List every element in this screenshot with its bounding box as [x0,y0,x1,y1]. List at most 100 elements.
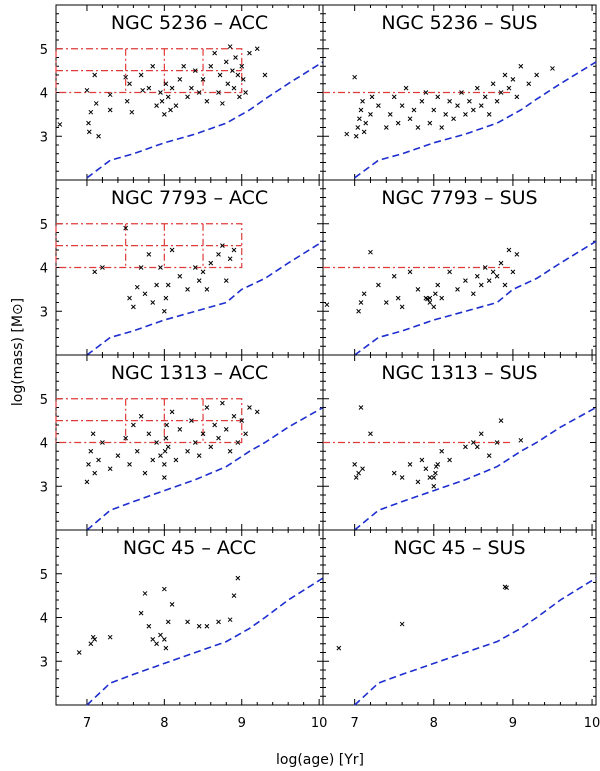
data-point [233,55,238,60]
x-tick-label: 10 [311,716,328,731]
data-point [189,418,194,423]
data-point [138,610,144,616]
data-point [368,112,373,117]
y-tick-label: 4 [40,262,48,277]
data-point [510,77,516,82]
data-point [204,287,210,292]
data-point [352,74,358,80]
data-point [494,440,500,445]
data-point [161,308,167,314]
data-point [200,269,206,275]
data-point [161,586,167,592]
data-point [216,90,221,95]
data-point [165,444,171,450]
data-point [235,440,241,445]
data-point [169,247,175,253]
data-point [433,464,439,469]
data-point [510,269,516,275]
data-point [86,462,91,467]
data-point [353,133,359,139]
data-point [478,103,484,108]
detection-limit-line [86,240,324,356]
data-point [498,260,504,266]
data-point [127,295,132,301]
data-point [158,265,163,270]
data-point [158,90,163,95]
data-point [131,422,136,428]
data-point [165,94,171,100]
data-point [502,282,508,288]
data-point [150,63,156,69]
data-point [360,466,365,472]
panel-0: 3 4 5 NGC 5236 – ACC [40,4,324,181]
panel-title: NGC 45 – ACC [123,537,256,559]
data-point [146,85,152,91]
data-point [154,641,159,647]
data-point [134,284,140,290]
data-point [169,85,175,91]
data-point [431,483,437,489]
panel-1: NGC 5236 – SUS [322,4,597,181]
data-point [395,120,401,126]
data-point [235,72,241,78]
data-point [443,112,449,117]
data-point [115,453,121,458]
data-point [161,462,167,467]
data-point [223,59,229,65]
data-point [231,593,237,598]
data-point [447,269,452,275]
y-tick-label: 5 [40,43,48,58]
data-point [192,265,198,270]
data-point [150,300,156,305]
data-point [196,453,202,458]
data-point [127,462,132,467]
data-point [415,287,421,292]
y-tick-label: 5 [40,568,48,583]
x-tick-label: 7 [83,716,91,731]
data-point [146,431,152,437]
data-point [344,131,350,137]
y-tick-label: 3 [40,305,48,320]
data-point [324,302,330,308]
data-point [243,90,248,95]
data-point [208,63,214,69]
data-point [92,72,98,78]
y-tick-label: 4 [40,437,48,452]
data-point [407,269,413,275]
data-point [455,287,460,292]
data-point [90,431,96,437]
data-point [368,431,373,437]
data-point [399,103,405,108]
data-point [467,98,472,104]
data-point [161,475,167,480]
data-point [423,90,429,95]
data-point [482,94,488,100]
data-point [357,116,362,122]
data-point [185,287,190,292]
data-point [192,440,198,445]
data-point [383,300,389,305]
data-point [504,585,509,591]
detection-limit-line [354,406,597,531]
data-point [360,98,365,104]
data-point [407,462,413,467]
data-point [399,304,405,310]
data-point [208,260,214,266]
data-point [220,400,225,406]
data-point [192,68,198,73]
y-tick-label: 3 [40,130,48,145]
data-point [415,479,421,485]
data-point [534,72,540,78]
data-point [223,278,229,283]
panel-2: 3 4 5 NGC 7793 – ACC [40,179,324,356]
data-point [227,617,233,623]
data-point [161,112,167,117]
data-point [254,46,260,52]
data-point [486,278,492,283]
data-point [399,475,405,480]
y-tick-label: 4 [40,87,48,102]
data-point [158,632,163,638]
data-point [518,63,524,69]
detection-limit-line [86,577,324,706]
data-point [486,112,492,117]
